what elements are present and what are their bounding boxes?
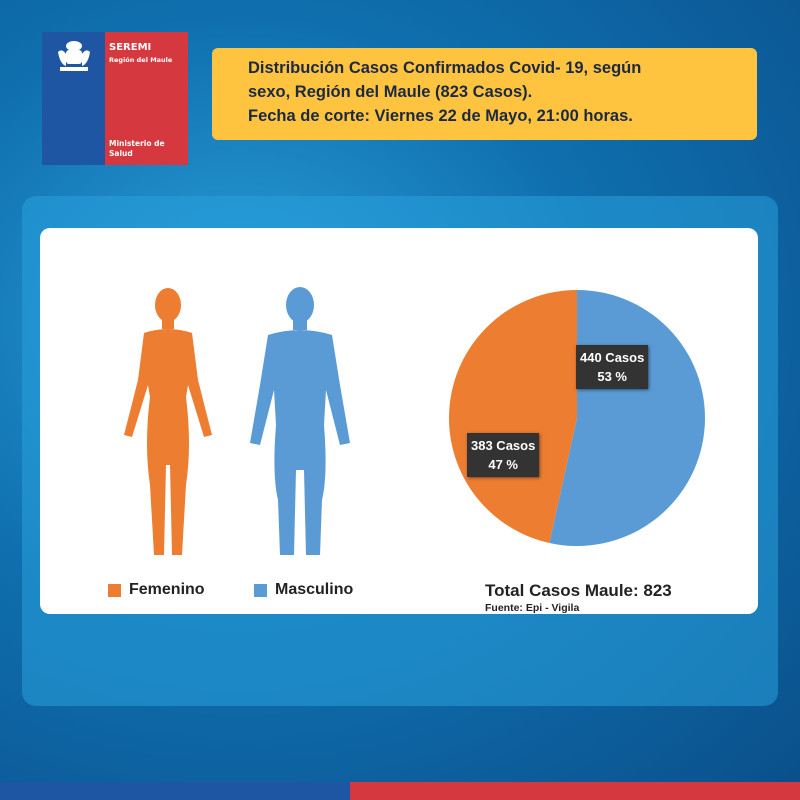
legend-label-femenino: Femenino	[129, 581, 205, 598]
legend-swatch-femenino	[108, 583, 121, 597]
label-cases: 383 Casos	[471, 438, 536, 453]
seremi-logo: SEREMI Región del Maule Ministerio de Sa…	[42, 32, 188, 165]
label-percent: 53 %	[597, 369, 627, 384]
male-figure-icon	[250, 287, 350, 555]
pie-chart	[449, 290, 705, 546]
female-figure-icon	[124, 288, 212, 555]
header-line-1: Distribución Casos Confirmados Covid- 19…	[248, 59, 642, 77]
legend-item-femenino: Femenino	[108, 581, 205, 599]
pie-slice-femenino	[449, 290, 577, 543]
coat-of-arms-icon	[42, 32, 105, 165]
legend-item-masculino: Masculino	[254, 581, 353, 599]
logo-subtitle: Región del Maule	[109, 56, 173, 64]
data-label-femenino: 383 Casos 47 %	[467, 433, 540, 477]
legend-label-masculino: Masculino	[275, 581, 354, 598]
data-label-masculino: 440 Casos 53 %	[576, 345, 649, 389]
logo-ministry: Ministerio de Salud	[109, 139, 165, 158]
source: Fuente: Epi - Vigila	[485, 602, 580, 614]
label-cases: 440 Casos	[580, 350, 645, 365]
header-banner: Distribución Casos Confirmados Covid- 19…	[212, 48, 757, 140]
total-cases: Total Casos Maule: 823	[485, 581, 672, 600]
legend-swatch-masculino	[254, 583, 267, 597]
header-line-2: sexo, Región del Maule (823 Casos).	[248, 83, 533, 101]
figures	[124, 287, 350, 555]
logo-title: SEREMI	[109, 42, 152, 53]
bottom-stripe	[0, 782, 800, 800]
label-percent: 47 %	[488, 457, 518, 472]
header-line-3: Fecha de corte: Viernes 22 de Mayo, 21:0…	[248, 107, 633, 125]
